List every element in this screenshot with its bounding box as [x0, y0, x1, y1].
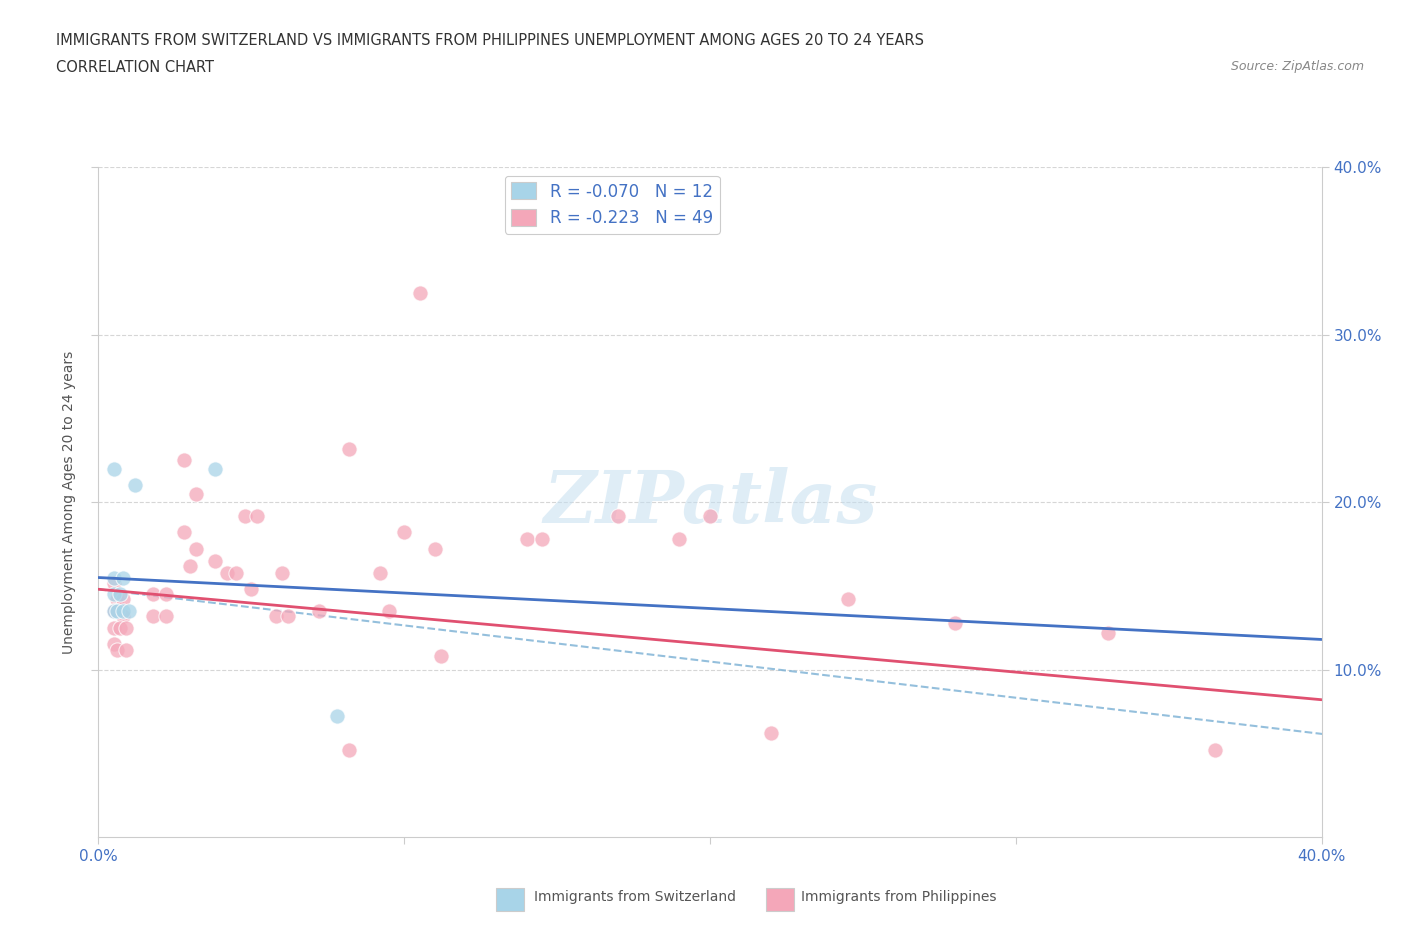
Point [186, 486, 208, 501]
Point [103, 620, 125, 635]
Point [124, 478, 146, 493]
Text: Immigrants from Philippines: Immigrants from Philippines [801, 890, 997, 905]
Point [423, 541, 446, 556]
Point [115, 642, 138, 657]
Point [103, 637, 125, 652]
Point [308, 604, 330, 618]
Point [103, 575, 125, 590]
Point [837, 591, 859, 606]
Point [115, 620, 138, 635]
Point [215, 565, 238, 580]
Text: Source: ZipAtlas.com: Source: ZipAtlas.com [1230, 60, 1364, 73]
Point [430, 649, 453, 664]
Point [142, 587, 165, 602]
Point [699, 508, 721, 523]
Y-axis label: Unemployment Among Ages 20 to 24 years: Unemployment Among Ages 20 to 24 years [62, 351, 76, 654]
Point [240, 582, 263, 597]
Point [530, 532, 553, 547]
Point [607, 508, 630, 523]
Point [103, 604, 125, 618]
Point [108, 620, 131, 635]
Point [118, 604, 141, 618]
Point [759, 725, 782, 740]
Point [103, 570, 125, 585]
Point [516, 532, 538, 547]
Point [111, 604, 134, 618]
Point [246, 508, 269, 523]
Point [943, 616, 966, 631]
Point [225, 565, 247, 580]
Point [1204, 742, 1226, 757]
Point [111, 608, 134, 623]
Point [277, 608, 299, 623]
Point [1097, 625, 1119, 640]
Point [155, 608, 177, 623]
Point [108, 587, 131, 602]
Legend: R = -0.070   N = 12, R = -0.223   N = 49: R = -0.070 N = 12, R = -0.223 N = 49 [505, 176, 720, 233]
Point [408, 286, 430, 300]
Point [105, 604, 128, 618]
Point [111, 570, 134, 585]
Point [105, 591, 128, 606]
Point [105, 642, 128, 657]
Point [204, 461, 226, 476]
Point [378, 604, 401, 618]
Point [142, 608, 165, 623]
Point [337, 441, 360, 456]
Text: IMMIGRANTS FROM SWITZERLAND VS IMMIGRANTS FROM PHILIPPINES UNEMPLOYMENT AMONG AG: IMMIGRANTS FROM SWITZERLAND VS IMMIGRANT… [56, 33, 924, 47]
Point [368, 565, 391, 580]
Text: CORRELATION CHART: CORRELATION CHART [56, 60, 214, 75]
Point [270, 565, 292, 580]
Point [392, 525, 416, 539]
Point [155, 587, 177, 602]
Point [111, 591, 134, 606]
Point [173, 525, 195, 539]
Point [179, 558, 201, 573]
Point [204, 553, 226, 568]
Point [233, 508, 256, 523]
Point [103, 604, 125, 618]
Point [105, 604, 128, 618]
Point [186, 541, 208, 556]
Point [337, 742, 360, 757]
Point [326, 709, 349, 724]
Point [173, 453, 195, 468]
Text: ZIPatlas: ZIPatlas [543, 467, 877, 538]
Point [264, 608, 287, 623]
Point [103, 587, 125, 602]
Point [103, 461, 125, 476]
Text: Immigrants from Switzerland: Immigrants from Switzerland [534, 890, 737, 905]
Point [668, 532, 690, 547]
